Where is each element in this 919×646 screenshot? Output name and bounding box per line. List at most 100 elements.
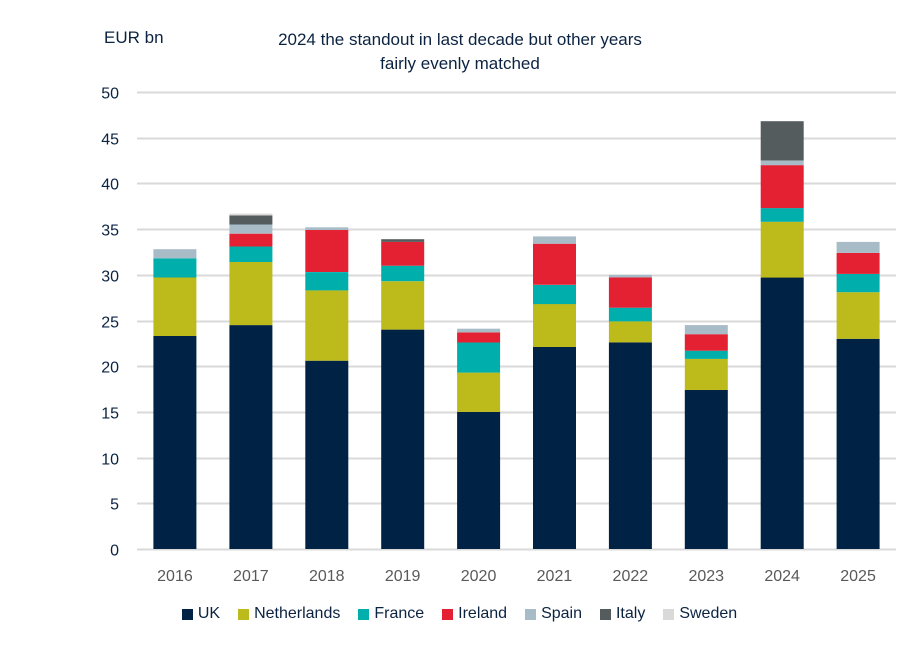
bar-stack-2018 [305, 227, 349, 549]
y-tick-label: 40 [101, 177, 119, 194]
legend: UK Netherlands France Ireland Spain Italy Swed… [0, 605, 919, 623]
bar-segment-france-2016 [153, 258, 197, 278]
bar-segment-france-2024 [760, 208, 804, 222]
x-tick-label: 2025 [840, 568, 876, 585]
x-tick-label: 2020 [461, 568, 497, 585]
legend-item-france: France [358, 605, 424, 623]
legend-label: Sweden [679, 605, 738, 622]
bar-segment-spain-2020 [457, 328, 501, 333]
x-tick-label: 2021 [537, 568, 573, 585]
bar-segment-france-2025 [836, 273, 880, 293]
bar-segment-netherlands-2018 [305, 290, 349, 361]
bar-stack-2016 [153, 249, 197, 549]
y-axis-unit-label: EUR bn [104, 28, 164, 47]
y-tick-label: 50 [101, 86, 119, 103]
bar-segment-uk-2016 [153, 336, 197, 549]
bar-segment-ireland-2017 [229, 233, 273, 247]
bar-segment-netherlands-2019 [381, 281, 425, 330]
x-tick-label: 2016 [157, 568, 193, 585]
legend-label: France [374, 605, 425, 622]
bar-segment-france-2023 [684, 350, 728, 359]
y-tick-label: 25 [101, 315, 119, 332]
legend-swatch [181, 608, 193, 620]
bar-stack-2021 [533, 236, 576, 549]
y-tick-label: 15 [101, 406, 119, 423]
chart-title: 2024 the standout in last decade but oth… [220, 28, 700, 76]
bar-stack-2024 [760, 121, 804, 549]
x-axis-ticks: 2016 2017 2018 2019 2020 2021 2022 2023 2024 2025 [157, 568, 876, 585]
bar-segment-netherlands-2024 [760, 221, 804, 278]
y-tick-label: 0 [110, 543, 119, 560]
legend-item-ireland: Ireland [442, 605, 507, 623]
bar-segment-france-2022 [608, 307, 652, 322]
bar-segment-netherlands-2017 [229, 262, 273, 326]
legend-item-uk: UK [181, 605, 221, 623]
chart-title-line-1: 2024 the standout in last decade but oth… [278, 30, 642, 49]
bar-segment-ireland-2020 [457, 332, 501, 343]
bar-segment-netherlands-2025 [836, 292, 880, 339]
bar-segment-uk-2018 [305, 360, 349, 549]
bar-segment-france-2017 [229, 246, 273, 262]
bar-segment-uk-2021 [533, 347, 576, 549]
bar-stack-2023 [684, 325, 728, 549]
x-tick-label: 2017 [233, 568, 269, 585]
bar-segment-italy-2024 [760, 121, 804, 161]
bar-segment-ireland-2021 [533, 243, 576, 285]
y-axis-ticks: 0 5 10 15 20 25 30 35 40 45 50 [101, 86, 119, 560]
bar-segment-uk-2025 [836, 338, 880, 549]
y-tick-label: 30 [101, 269, 119, 286]
bar-segment-uk-2019 [381, 329, 425, 549]
bar-segment-france-2018 [305, 272, 349, 291]
legend-label: UK [197, 605, 221, 622]
bar-segment-spain-2023 [684, 325, 728, 335]
legend-label: Italy [615, 605, 646, 622]
bar-segment-uk-2017 [229, 325, 273, 549]
legend-swatch [238, 608, 250, 620]
bar-segment-spain-2017 [229, 224, 273, 234]
bar-segment-uk-2022 [608, 342, 652, 549]
bar-segment-ireland-2024 [760, 165, 804, 209]
y-tick-label: 5 [110, 497, 119, 514]
bar-segment-spain-2025 [836, 241, 880, 253]
bar-segment-ireland-2022 [608, 277, 652, 308]
bars [153, 121, 880, 549]
legend-swatch [442, 608, 454, 620]
bar-segment-ireland-2023 [684, 334, 728, 351]
bar-segment-france-2019 [381, 265, 425, 282]
x-tick-label: 2019 [385, 568, 421, 585]
bar-stack-2025 [836, 241, 880, 549]
bar-segment-ireland-2018 [305, 230, 349, 272]
bar-stack-2022 [608, 274, 652, 549]
bar-segment-italy-2019 [381, 239, 425, 242]
legend-item-italy: Italy [599, 605, 646, 623]
bar-segment-italy-2017 [229, 215, 273, 225]
legend-swatch [599, 608, 611, 620]
legend-swatch [663, 608, 675, 620]
bar-segment-netherlands-2021 [533, 304, 576, 347]
bar-stack-2019 [381, 239, 425, 549]
y-tick-label: 10 [101, 452, 119, 469]
bar-segment-ireland-2025 [836, 252, 880, 274]
bar-segment-spain-2021 [533, 236, 576, 244]
legend-item-spain: Spain [525, 605, 582, 623]
legend-label: Ireland [458, 605, 508, 622]
bar-segment-uk-2023 [684, 390, 728, 549]
legend-item-netherlands: Netherlands [238, 605, 340, 623]
legend-swatch [525, 608, 537, 620]
bar-stack-2017 [229, 213, 273, 549]
legend-label: Spain [541, 605, 582, 622]
chart-title-line-2: fairly evenly matched [380, 54, 540, 73]
x-tick-label: 2024 [764, 568, 800, 585]
legend-item-sweden: Sweden [663, 605, 737, 623]
bar-stack-2020 [457, 328, 501, 549]
legend-swatch [358, 608, 370, 620]
legend-label: Netherlands [254, 605, 341, 622]
bar-segment-spain-2016 [153, 249, 197, 259]
bar-segment-spain-2018 [305, 227, 349, 230]
bar-segment-spain-2022 [608, 274, 652, 278]
bar-segment-netherlands-2016 [153, 277, 197, 336]
bar-segment-uk-2020 [457, 411, 501, 549]
y-tick-label: 20 [101, 360, 119, 377]
bar-segment-france-2020 [457, 342, 501, 373]
